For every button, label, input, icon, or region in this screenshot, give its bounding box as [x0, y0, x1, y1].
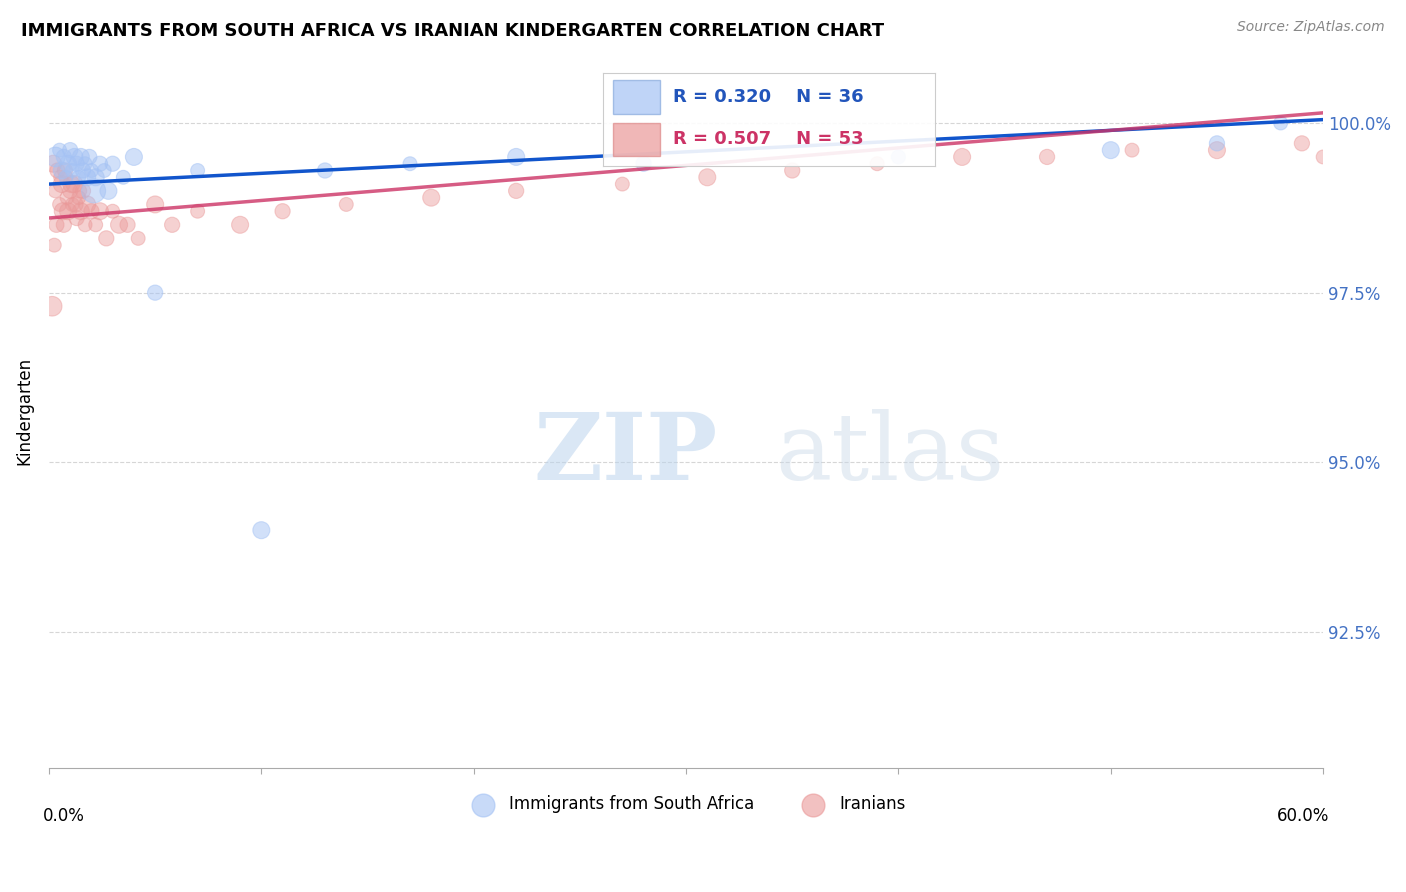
Point [271, 204, 294, 219]
Point [48, 197, 70, 211]
Point [42, 157, 65, 171]
Point [1312, 150, 1334, 164]
Point [83, 184, 105, 198]
Point [48, 143, 70, 157]
Point [887, 150, 910, 164]
Point [84, 218, 107, 232]
Point [696, 170, 718, 185]
Point [52, 218, 75, 232]
Point [1206, 143, 1229, 157]
Point [45, 218, 67, 232]
Point [56, 191, 79, 205]
Point [250, 523, 273, 537]
Point [60, 197, 83, 211]
Point [1270, 116, 1292, 130]
Point [96, 231, 118, 245]
Point [505, 150, 527, 164]
Point [117, 218, 139, 232]
Point [65, 211, 87, 225]
Point [80, 163, 103, 178]
Point [143, 197, 166, 211]
Point [143, 285, 166, 300]
Point [55, 170, 77, 185]
Point [950, 150, 973, 164]
Point [160, 218, 183, 232]
Point [229, 218, 252, 232]
Point [75, 157, 97, 171]
Point [187, 204, 209, 219]
Point [93, 163, 115, 178]
Point [97, 184, 120, 198]
Point [780, 163, 803, 178]
Point [75, 218, 97, 232]
Legend: Immigrants from South Africa, Iranians: Immigrants from South Africa, Iranians [460, 789, 912, 820]
Y-axis label: Kindergarten: Kindergarten [15, 358, 32, 466]
Point [41, 299, 63, 313]
Text: Source: ZipAtlas.com: Source: ZipAtlas.com [1237, 20, 1385, 34]
Text: 0.0%: 0.0% [42, 807, 84, 825]
Point [67, 170, 90, 185]
Point [101, 157, 124, 171]
Point [112, 170, 135, 185]
Point [79, 150, 101, 164]
Point [56, 204, 79, 219]
Point [63, 177, 86, 191]
Point [1121, 143, 1143, 157]
Point [44, 238, 66, 252]
Point [49, 170, 72, 185]
Text: ZIP: ZIP [533, 409, 717, 500]
Point [65, 157, 87, 171]
Point [52, 150, 75, 164]
Point [72, 184, 94, 198]
Point [76, 170, 98, 185]
Point [127, 231, 149, 245]
Point [89, 157, 111, 171]
Point [633, 157, 655, 171]
Point [69, 184, 91, 198]
Point [108, 218, 131, 232]
Point [60, 163, 83, 178]
Point [335, 197, 357, 211]
Point [101, 204, 124, 219]
Point [1291, 136, 1313, 151]
Point [187, 163, 209, 178]
Text: 60.0%: 60.0% [1277, 807, 1330, 825]
Point [1036, 150, 1059, 164]
Point [55, 170, 77, 185]
Point [69, 150, 91, 164]
Point [420, 191, 443, 205]
Point [399, 157, 422, 171]
Text: atlas: atlas [775, 409, 1004, 500]
Point [60, 177, 83, 191]
Point [63, 150, 86, 164]
Point [56, 157, 79, 171]
Point [80, 204, 103, 219]
Point [612, 177, 634, 191]
Text: IMMIGRANTS FROM SOUTH AFRICA VS IRANIAN KINDERGARTEN CORRELATION CHART: IMMIGRANTS FROM SOUTH AFRICA VS IRANIAN … [21, 22, 884, 40]
Point [52, 204, 75, 219]
Point [314, 163, 336, 178]
Point [122, 150, 145, 164]
Point [51, 163, 73, 178]
Point [69, 204, 91, 219]
Point [44, 150, 66, 164]
Point [505, 184, 527, 198]
Point [84, 170, 107, 185]
Point [72, 163, 94, 178]
Point [1099, 143, 1122, 157]
Point [65, 197, 87, 211]
Point [76, 197, 98, 211]
Point [46, 163, 69, 178]
Point [89, 204, 111, 219]
Point [51, 177, 73, 191]
Point [53, 163, 76, 178]
Point [59, 184, 82, 198]
Point [44, 184, 66, 198]
Point [866, 157, 889, 171]
Point [67, 191, 90, 205]
Point [1206, 136, 1229, 151]
Point [59, 143, 82, 157]
